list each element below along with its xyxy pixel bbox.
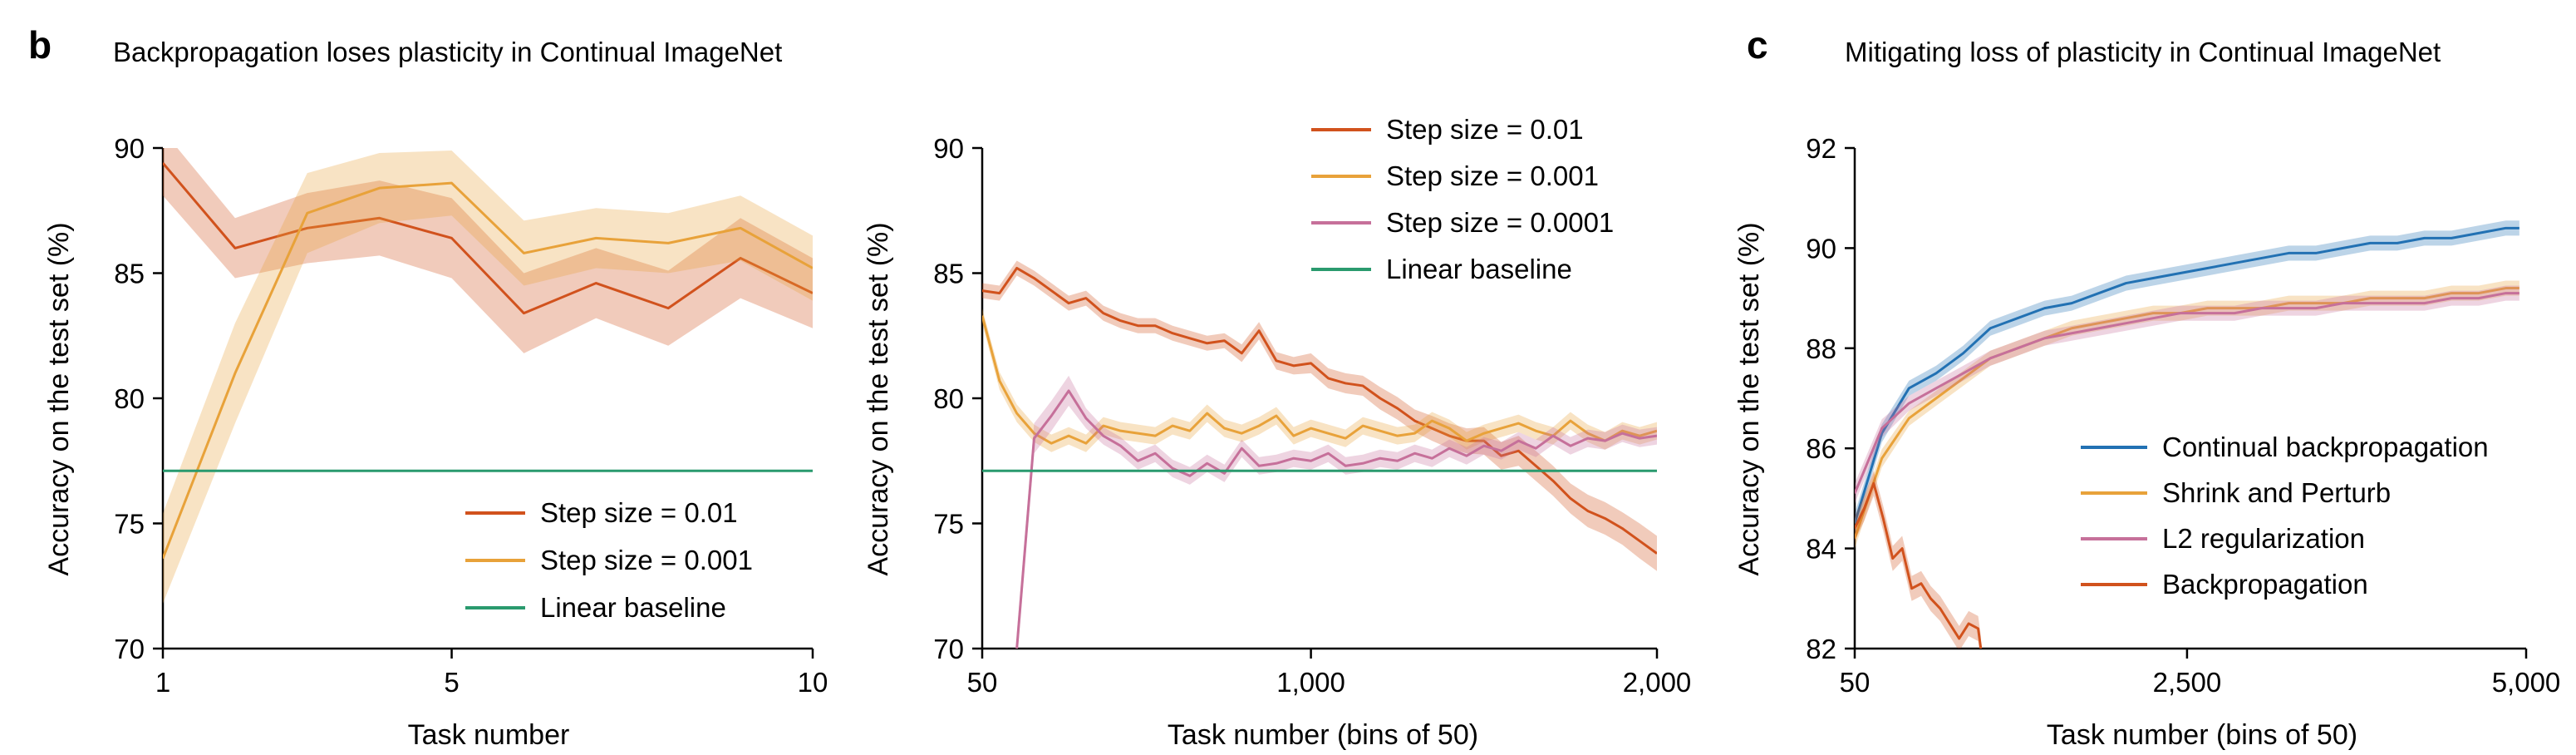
x-tick-label: 2,500 [2153,667,2222,698]
y-axis-label: Accuracy on the test set (%) [43,222,75,575]
y-tick-label: 80 [933,383,964,414]
legend-label: Continual backpropagation [2162,432,2489,462]
x-tick-label: 1,000 [1276,667,1345,698]
series-line-step-size-0-001 [163,181,813,560]
y-tick-label: 75 [114,509,145,540]
band-shrink-and-perturb [1855,280,2519,549]
band-l2-regularization [1855,285,2519,504]
legend-b2: Step size = 0.01 Step size = 0.001 Step si… [1311,114,1614,284]
y-tick-label: 70 [114,634,145,664]
plot-area [1855,220,2519,649]
y-tick-label: 85 [933,259,964,289]
legend-label: Step size = 0.0001 [1386,207,1614,238]
x-tick-label: 50 [967,667,998,698]
legend-b1: Step size = 0.01 Step size = 0.001 Linear … [465,497,753,623]
panel-b-letter: b [28,23,52,67]
legend-label: Step size = 0.001 [1386,160,1599,191]
chart-b2: 70 75 80 85 90 50 1,000 2,000 Task number (bins … [863,114,1691,751]
x-tick-label: 1 [155,667,170,698]
legend-label: Shrink and Perturb [2162,477,2391,508]
band-backpropagation [1855,471,1981,649]
series-line-step-size-0-001 [982,315,1657,445]
chart-b1: 70 75 80 85 90 1 5 10 Task number Accuracy on the… [43,133,828,751]
y-tick-label: 82 [1806,634,1836,664]
plot-area [163,148,813,604]
series-line-l2-regularization [1855,292,2519,494]
legend-label: Step size = 0.001 [540,545,753,575]
y-tick-label: 84 [1806,534,1836,565]
legend-c: Continual backpropagation Shrink and Pert… [2081,432,2489,600]
x-tick-label: 5,000 [2492,667,2561,698]
y-tick-label: 90 [1806,233,1836,264]
panel-c-title: Mitigating loss of plasticity in Continu… [1845,37,2441,67]
legend-label: L2 regularization [2162,523,2365,554]
x-axis-label: Task number (bins of 50) [2047,719,2357,751]
legend-label: Backpropagation [2162,569,2368,600]
x-axis-label: Task number (bins of 50) [1168,719,1478,751]
panel-b-title: Backpropagation loses plasticity in Cont… [113,37,782,67]
series-line-continual-backpropagation [1855,226,2519,524]
y-tick-label: 86 [1806,433,1836,464]
legend-label: Linear baseline [1386,254,1572,284]
band-step-size-0-01 [982,260,1657,571]
band-step-size-0-0001 [1016,375,1657,649]
series-line-step-size-0-0001 [1015,389,1657,649]
y-tick-label: 90 [933,133,964,164]
x-tick-label: 2,000 [1623,667,1692,698]
series-line-shrink-and-perturb [1855,287,2519,540]
panel-c-letter: c [1747,23,1768,67]
y-tick-label: 92 [1806,133,1836,164]
chart-c: 82 84 86 88 90 92 50 2,500 5,000 Task number (bin… [1733,133,2560,751]
legend-label: Linear baseline [540,592,726,623]
charts-group: 70 75 80 85 90 1 5 10 Task number Accuracy on the… [43,114,2560,751]
y-tick-label: 80 [114,383,145,414]
y-tick-label: 90 [114,133,145,164]
legend-label: Step size = 0.01 [1386,114,1584,145]
y-tick-label: 85 [114,259,145,289]
legend-label: Step size = 0.01 [540,497,738,528]
y-axis-label: Accuracy on the test set (%) [1733,222,1765,575]
x-tick-label: 10 [798,667,828,698]
y-tick-label: 88 [1806,333,1836,364]
x-tick-label: 5 [444,667,459,698]
plot-area [982,260,1657,649]
band-step-size-0-001 [163,151,813,604]
x-axis-label: Task number [408,719,570,751]
series-line-step-size-0-01 [982,266,1657,555]
series-line-backpropagation [1855,481,1983,649]
series-line-step-size-0-01 [163,162,813,315]
y-tick-label: 70 [933,634,964,664]
y-axis-label: Accuracy on the test set (%) [863,222,894,575]
x-tick-label: 50 [1840,667,1871,698]
y-tick-label: 75 [933,509,964,540]
